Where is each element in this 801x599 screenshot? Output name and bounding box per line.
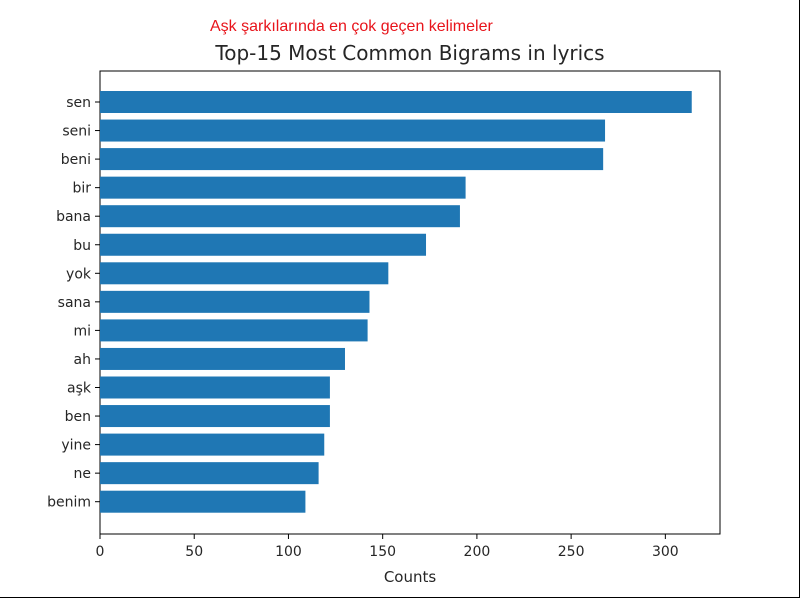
bar-yok	[100, 262, 389, 285]
bar-seni	[100, 119, 606, 142]
y-tick-label: yine	[61, 438, 91, 454]
bar-sen	[100, 91, 692, 113]
y-tick-label: ben	[65, 409, 91, 425]
y-tick-label: sen	[66, 95, 91, 111]
x-tick-label: 0	[96, 544, 105, 560]
x-axis-label: Counts	[384, 568, 437, 586]
bars-group	[100, 91, 692, 513]
chart-annotation: Aşk şarkılarında en çok geçen kelimeler	[210, 18, 493, 35]
x-tick-label: 50	[185, 544, 203, 560]
x-tick-label: 300	[652, 544, 679, 560]
bar-bu	[100, 233, 427, 256]
x-tick-label: 100	[275, 544, 302, 560]
bar-ne	[100, 462, 319, 485]
bar-ah	[100, 347, 345, 370]
bar-aşk	[100, 376, 330, 399]
x-tick-label: 200	[464, 544, 491, 560]
x-tick-label: 250	[558, 544, 585, 560]
bar-yine	[100, 433, 325, 456]
y-tick-label: yok	[66, 266, 92, 282]
y-tick-label: bir	[72, 181, 91, 197]
y-tick-label: mi	[73, 323, 91, 339]
y-tick-label: beni	[61, 152, 91, 168]
y-tick-label: ah	[74, 352, 91, 368]
bar-bir	[100, 176, 466, 199]
y-axis-ticks: sen seni beni bir bana bu yok sana mi ah aşk ben yin…	[47, 95, 100, 511]
y-tick-label: bana	[56, 209, 91, 225]
y-tick-label: seni	[62, 124, 91, 140]
y-tick-label: benim	[47, 495, 91, 511]
bar-sana	[100, 290, 370, 313]
bar-beni	[100, 148, 604, 171]
y-tick-label: ne	[74, 466, 92, 482]
bar-mi	[100, 319, 368, 342]
bar-bana	[100, 205, 460, 228]
y-tick-label: aşk	[67, 381, 92, 397]
bar-benim	[100, 490, 306, 513]
x-tick-label: 150	[369, 544, 396, 560]
y-tick-label: bu	[73, 238, 91, 254]
x-axis-ticks: 0 50 100 150 200 250 300	[96, 534, 679, 560]
y-tick-label: sana	[58, 295, 91, 311]
bar-ben	[100, 405, 330, 428]
chart-title: Top-15 Most Common Bigrams in lyrics	[214, 41, 604, 65]
